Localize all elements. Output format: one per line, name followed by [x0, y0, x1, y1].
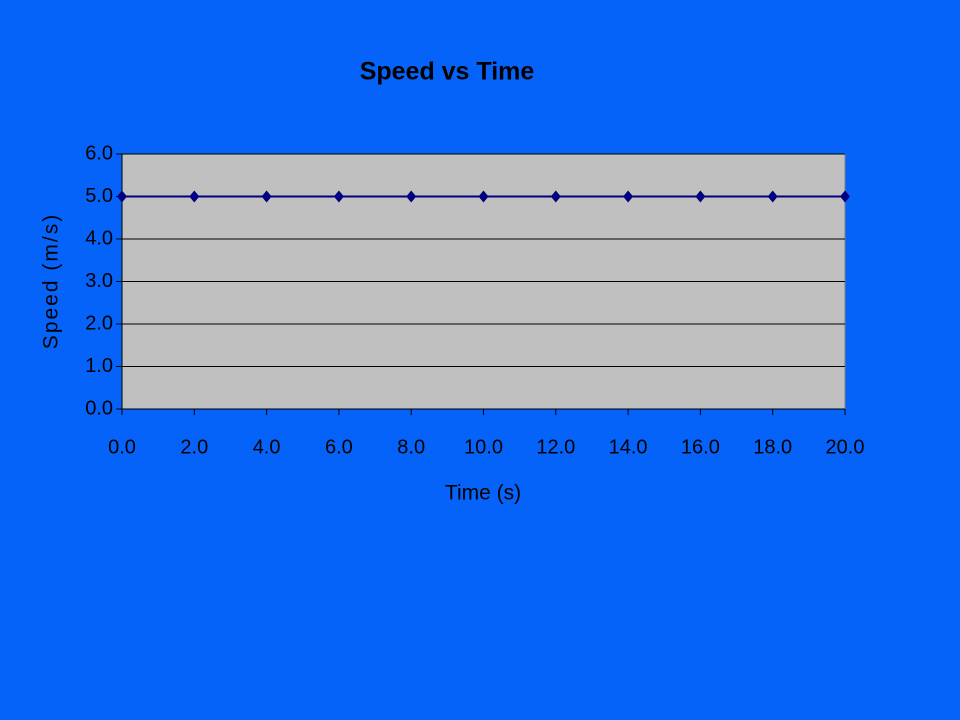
marker — [261, 190, 272, 203]
marker — [695, 190, 706, 203]
marker — [840, 190, 850, 203]
marker — [189, 190, 200, 203]
y-axis-title: Speed (m/s) — [40, 213, 63, 349]
x-tick-label: 0.0 — [108, 436, 136, 458]
x-tick-label: 16.0 — [681, 436, 720, 458]
marker — [478, 190, 489, 203]
x-tick-label: 10.0 — [464, 436, 503, 458]
x-tick-label: 14.0 — [609, 436, 648, 458]
x-tick-label: 20.0 — [826, 436, 865, 458]
marker — [117, 190, 127, 203]
x-tick-label: 4.0 — [253, 436, 281, 458]
x-tick-label: 8.0 — [397, 436, 425, 458]
y-tick-label: 4.0 — [85, 227, 113, 249]
marker — [623, 190, 634, 203]
y-tick-label: 1.0 — [85, 355, 113, 377]
marker — [333, 190, 344, 203]
x-tick-label: 6.0 — [325, 436, 353, 458]
chart-title: Speed vs Time — [360, 58, 535, 86]
marker — [550, 190, 561, 203]
y-tick-label: 6.0 — [85, 142, 113, 164]
x-tick-label: 12.0 — [536, 436, 575, 458]
x-tick-label: 2.0 — [180, 436, 208, 458]
y-tick-label: 5.0 — [85, 185, 113, 207]
x-axis-title: Time (s) — [445, 482, 521, 505]
y-tick-label: 2.0 — [85, 312, 113, 334]
marker — [767, 190, 778, 203]
y-tick-label: 3.0 — [85, 270, 113, 292]
x-tick-label: 18.0 — [753, 436, 792, 458]
marker — [406, 190, 417, 203]
y-tick-label: 0.0 — [85, 397, 113, 419]
